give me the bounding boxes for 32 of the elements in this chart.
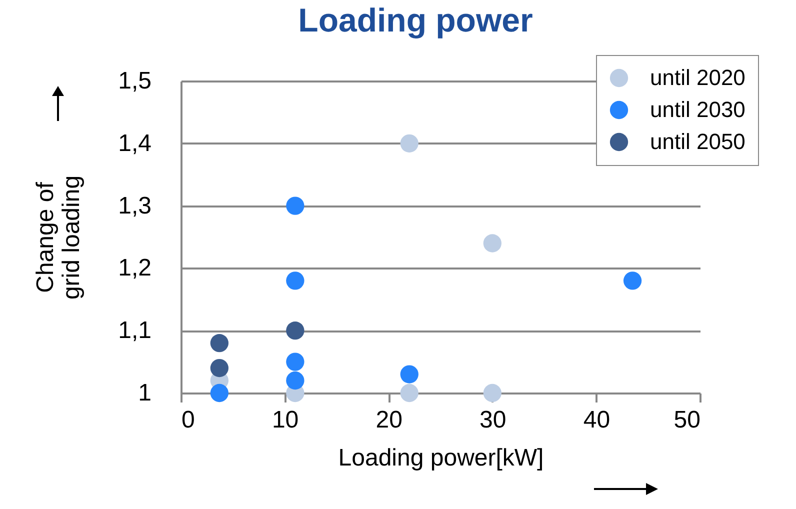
y-tick-label: 1,4 (118, 130, 152, 157)
x-axis-title: Loading power[kW] (338, 444, 544, 472)
legend-label: until 2050 (650, 129, 746, 154)
y-tick-label: 1,1 (118, 317, 152, 344)
point (286, 322, 304, 340)
y-tick-label: 1 (138, 380, 152, 406)
point (400, 365, 418, 384)
point (210, 334, 228, 352)
x-tick-label: 0 (182, 406, 195, 434)
legend-label: until 2030 (650, 97, 746, 122)
x-tick-label: 10 (272, 406, 299, 434)
point (400, 134, 418, 152)
y-tick-label: 1,3 (118, 192, 152, 220)
x-tick-label: 30 (480, 406, 506, 434)
point (483, 384, 502, 402)
point (210, 358, 228, 378)
point (483, 234, 502, 252)
y-tick-label: 1,5 (118, 68, 152, 94)
x-tick-label: 40 (583, 406, 610, 434)
y-axis-title: Change of grid loading (32, 175, 86, 300)
chart-title: Loading power (298, 2, 533, 38)
legend-label: until 2020 (650, 65, 746, 90)
x-tick-label: 20 (376, 406, 402, 434)
x-tick-label: 50 (674, 406, 700, 434)
point (400, 384, 418, 402)
point (286, 272, 304, 290)
point (210, 384, 228, 402)
y-tick-label: 1,2 (118, 254, 152, 282)
point (286, 196, 304, 215)
point (286, 371, 304, 390)
point (286, 352, 304, 371)
point (623, 272, 642, 290)
